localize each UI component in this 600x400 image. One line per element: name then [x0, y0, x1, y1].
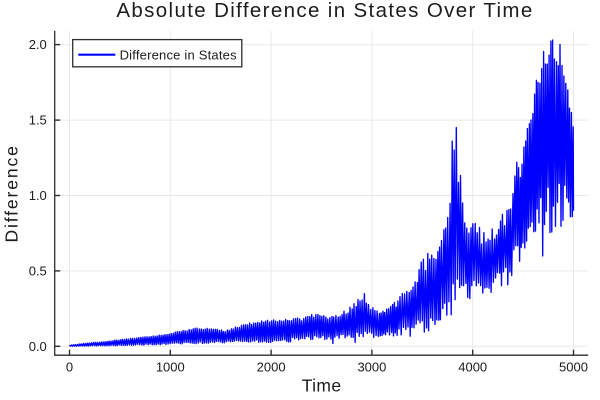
svg-text:0.0: 0.0 [29, 339, 47, 354]
svg-text:Absolute Difference in States: Absolute Difference in States Over Time [116, 0, 533, 22]
svg-text:Time: Time [302, 376, 342, 396]
svg-text:2.0: 2.0 [29, 37, 47, 52]
svg-text:1000: 1000 [156, 359, 185, 374]
svg-text:3000: 3000 [357, 359, 386, 374]
svg-text:Difference in States: Difference in States [120, 48, 238, 63]
svg-text:0.5: 0.5 [29, 264, 47, 279]
svg-text:5000: 5000 [559, 359, 588, 374]
svg-text:0: 0 [66, 359, 73, 374]
svg-text:1.0: 1.0 [29, 188, 47, 203]
svg-text:Difference: Difference [2, 144, 22, 242]
svg-text:1.5: 1.5 [29, 113, 47, 128]
svg-text:4000: 4000 [458, 359, 487, 374]
svg-text:2000: 2000 [257, 359, 286, 374]
